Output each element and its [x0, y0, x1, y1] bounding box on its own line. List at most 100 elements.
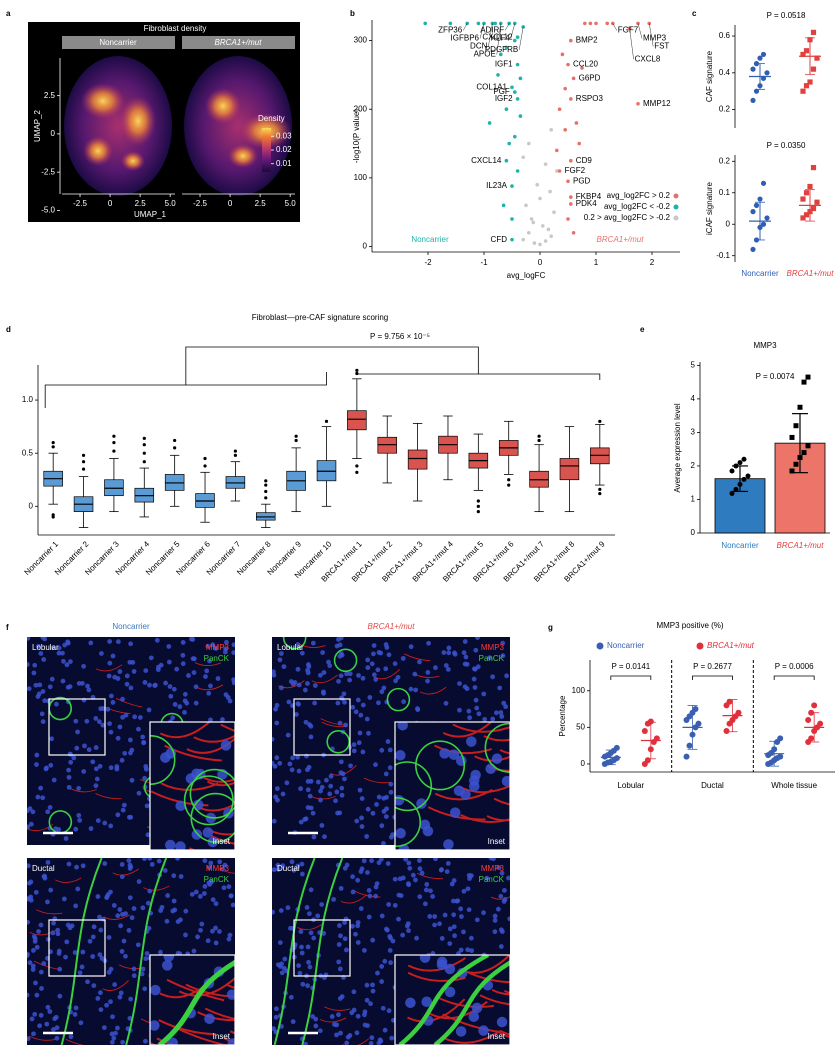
nucleus [206, 690, 212, 696]
nucleus [343, 916, 349, 922]
nucleus [110, 1014, 115, 1020]
nucleus [115, 639, 121, 645]
colorbar [262, 128, 271, 172]
fiber [452, 723, 510, 733]
nucleus [355, 877, 361, 883]
nucleus [439, 936, 445, 941]
nucleus [35, 694, 41, 699]
nucleus [221, 885, 227, 891]
nucleus [413, 687, 419, 693]
nucleus [382, 1027, 388, 1033]
nucleus [180, 661, 186, 667]
nucleus [387, 765, 393, 771]
nucleus [299, 871, 305, 877]
group-label: Noncarrier [411, 235, 449, 244]
nucleus [38, 785, 44, 791]
inset-border [149, 954, 236, 1046]
nucleus [65, 922, 71, 928]
nucleus [213, 940, 219, 946]
nucleus [213, 901, 219, 907]
nucleus [114, 764, 120, 769]
data-point [490, 21, 495, 26]
data-point [543, 239, 548, 243]
nucleus [119, 874, 125, 880]
nucleus [454, 898, 460, 904]
nucleus [501, 700, 507, 706]
facet-label: BRCA1+/mut [215, 38, 263, 47]
nucleus [94, 776, 100, 782]
nucleus [379, 689, 385, 695]
gene-label: DCN [470, 42, 488, 51]
y-tick-label: -0.1 [716, 251, 730, 260]
nucleus [388, 781, 394, 787]
data-point [574, 121, 579, 125]
nucleus [443, 700, 449, 706]
nucleus [34, 752, 40, 758]
fiber [203, 776, 235, 783]
outlier [537, 434, 541, 438]
nucleus [131, 906, 137, 911]
nucleus [79, 964, 85, 970]
nucleus [148, 655, 154, 661]
x-tick-label: 1 [594, 258, 599, 267]
nucleus [74, 864, 79, 870]
nucleus [227, 698, 233, 704]
nucleus [492, 913, 498, 919]
nucleus [147, 858, 153, 861]
nucleus [461, 650, 467, 656]
nucleus [27, 960, 33, 966]
nucleus [64, 939, 70, 945]
nucleus [141, 740, 147, 745]
stain-label: MMP3 [206, 643, 230, 652]
nucleus [495, 906, 501, 912]
nucleus [468, 781, 480, 792]
nucleus [360, 749, 366, 755]
nucleus [334, 789, 340, 795]
nucleus [33, 682, 39, 688]
nucleus [56, 645, 62, 651]
nucleus [27, 880, 32, 886]
chart-title: Fibroblast—pre-CAF signature scoring [252, 313, 389, 322]
nucleus [444, 869, 450, 875]
nucleus [350, 923, 355, 929]
nucleus [319, 902, 325, 907]
x-tick-label: 5.0 [285, 199, 297, 208]
nucleus [338, 885, 344, 891]
nucleus [30, 967, 36, 972]
nucleus [72, 950, 78, 955]
nucleus [31, 670, 37, 676]
nucleus [355, 1013, 361, 1019]
panel-letter: a [6, 9, 11, 18]
bracket [692, 675, 733, 680]
nucleus [442, 912, 448, 918]
nucleus [207, 881, 213, 887]
column-title: Noncarrier [112, 622, 150, 631]
nucleus [357, 730, 363, 736]
nucleus [466, 736, 477, 747]
data-point [557, 169, 562, 173]
nucleus [29, 1016, 35, 1022]
nucleus [469, 948, 475, 954]
nucleus [131, 973, 137, 979]
nucleus [500, 640, 506, 646]
data-point [569, 202, 573, 206]
nucleus [359, 796, 365, 801]
nucleus [478, 1025, 489, 1036]
nucleus [318, 797, 323, 803]
gene-label: IL23A [486, 181, 508, 190]
chart-title: MMP3 positive (%) [656, 621, 723, 630]
nucleus [336, 942, 342, 947]
nucleus [388, 935, 393, 941]
nucleus [40, 795, 46, 801]
y-tick-label: 2.5 [44, 91, 56, 100]
inset-border [394, 954, 511, 1046]
y-tick-label: 0 [363, 242, 368, 251]
nucleus [65, 639, 71, 645]
nucleus [466, 708, 472, 714]
data-point [499, 52, 503, 57]
nucleus [328, 783, 334, 789]
nucleus [422, 901, 428, 907]
legend-label: avg_log2FC > 0.2 [607, 191, 671, 200]
nucleus [484, 875, 490, 881]
outlier [507, 478, 511, 482]
